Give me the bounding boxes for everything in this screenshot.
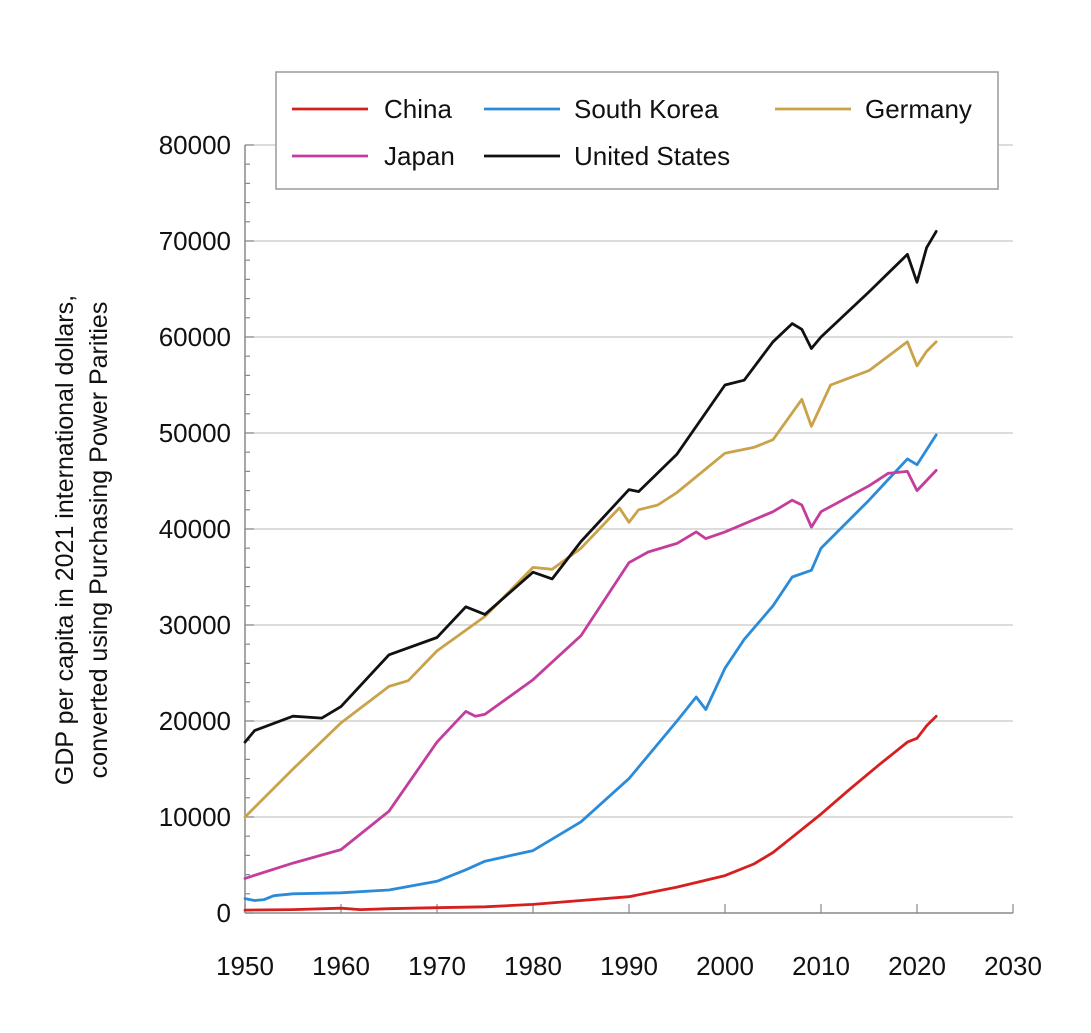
y-axis-title: GDP per capita in 2021 international dol…: [51, 295, 113, 785]
y-tick-label: 30000: [159, 610, 231, 640]
y-tick-label: 10000: [159, 802, 231, 832]
y-tick-label: 0: [217, 898, 231, 928]
legend-label-united-states: United States: [574, 141, 730, 171]
legend-label-south-korea: South Korea: [574, 94, 719, 124]
y-axis-title-line: converted using Purchasing Power Paritie…: [85, 302, 113, 779]
legend-label-china: China: [384, 94, 452, 124]
y-tick-label: 20000: [159, 706, 231, 736]
series-line-south-korea: [243, 433, 938, 902]
series-lines: [243, 229, 938, 912]
x-tick-label: 2020: [888, 951, 946, 981]
legend-label-japan: Japan: [384, 141, 455, 171]
x-tick-label: 2030: [984, 951, 1042, 981]
y-tick-label: 80000: [159, 130, 231, 160]
x-tick-label: 1980: [504, 951, 562, 981]
y-tick-label: 40000: [159, 514, 231, 544]
x-tick-label: 1950: [216, 951, 274, 981]
series-line-japan: [243, 468, 938, 880]
x-tick-label: 1960: [312, 951, 370, 981]
tick-labels: 0 10000 20000 30000 40000 50000 60000 70000 8000…: [159, 130, 1042, 981]
series-line-united-states: [243, 229, 938, 744]
x-tick-label: 1990: [600, 951, 658, 981]
grid-lines: [245, 144, 1013, 818]
legend-label-germany: Germany: [865, 94, 972, 124]
legend: China South Korea Germany Japan United State…: [275, 71, 999, 190]
legend-box: [275, 71, 999, 190]
series-line-china: [243, 714, 938, 912]
series-line-germany: [243, 340, 938, 819]
y-tick-label: 70000: [159, 226, 231, 256]
y-axis-title-line: GDP per capita in 2021 international dol…: [51, 295, 79, 785]
x-tick-label: 2000: [696, 951, 754, 981]
x-tick-label: 2010: [792, 951, 850, 981]
axes: [244, 144, 1014, 914]
y-tick-label: 60000: [159, 322, 231, 352]
x-tick-label: 1970: [408, 951, 466, 981]
y-tick-label: 50000: [159, 418, 231, 448]
